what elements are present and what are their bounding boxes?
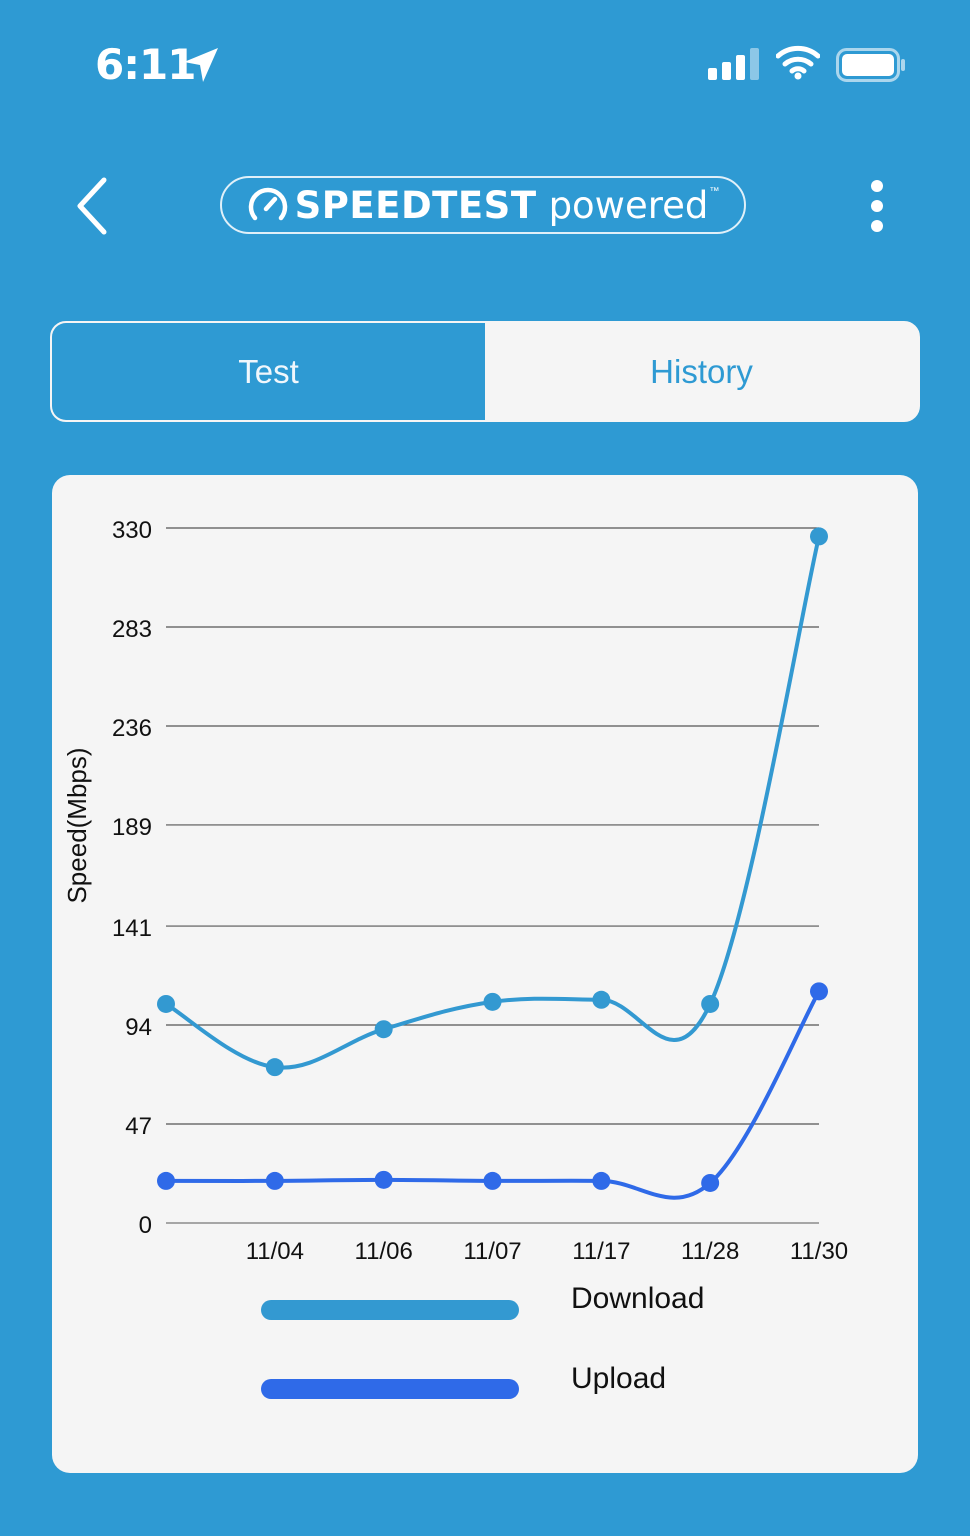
download-data-point: [374, 1020, 393, 1039]
upload-data-point: [374, 1170, 393, 1189]
x-tick-label: 11/04: [246, 1238, 304, 1265]
tab-history[interactable]: History: [485, 323, 918, 420]
download-data-point: [265, 1058, 284, 1077]
mode-tabs: Test History: [50, 321, 920, 422]
brand-suffix: powered: [548, 183, 709, 227]
speed-chart: 0 47 94 141 189 236 283 330 11/04 11/06 11/07 11/17…: [62, 517, 848, 1265]
upload-series-line: [165, 990, 821, 1200]
legend-download-label: Download: [571, 1282, 705, 1315]
status-time: 6:11: [95, 40, 196, 89]
x-tick-label: 11/06: [355, 1238, 413, 1265]
more-options-button[interactable]: [860, 178, 894, 234]
header: SPEEDTEST powered ™: [0, 150, 970, 270]
y-tick-label: 47: [125, 1113, 152, 1140]
upload-data-point: [265, 1171, 284, 1190]
trademark-mark: ™: [709, 186, 720, 197]
download-data-point: [592, 990, 611, 1009]
upload-data-point: [483, 1171, 502, 1190]
y-tick-label: 189: [112, 814, 152, 841]
upload-data-point: [810, 982, 828, 1001]
y-tick-label: 141: [112, 915, 152, 942]
battery-icon: [836, 48, 905, 82]
y-tick-label: 0: [139, 1212, 152, 1239]
download-data-point: [157, 994, 175, 1013]
legend-download-swatch: [261, 1300, 519, 1320]
x-tick-label: 11/17: [572, 1238, 630, 1265]
y-axis-label: Speed(Mbps): [62, 747, 92, 903]
brand-name: SPEEDTEST: [294, 183, 537, 227]
y-tick-label: 236: [112, 715, 152, 742]
y-tick-label: 283: [112, 616, 152, 643]
upload-data-point: [157, 1171, 175, 1190]
legend-upload-swatch: [261, 1379, 519, 1399]
upload-data-point: [701, 1173, 720, 1192]
y-tick-label: 94: [125, 1014, 152, 1041]
chart-card: 0 47 94 141 189 236 283 330 11/04 11/06 11/07 11/17…: [52, 475, 918, 1473]
legend-upload-label: Upload: [571, 1362, 667, 1395]
status-bar: 6:11: [0, 0, 970, 120]
x-tick-label: 11/30: [790, 1238, 848, 1265]
download-data-point: [701, 994, 720, 1013]
legend-upload: Upload: [261, 1362, 666, 1399]
download-data-point: [483, 992, 502, 1011]
x-tick-label: 11/07: [463, 1238, 521, 1265]
wifi-icon: [776, 45, 820, 80]
speedtest-logo: SPEEDTEST powered ™: [220, 176, 746, 234]
tab-test[interactable]: Test: [52, 323, 485, 420]
location-arrow-icon: [184, 48, 218, 82]
legend-download: Download: [261, 1282, 704, 1320]
upload-data-point: [592, 1171, 611, 1190]
y-tick-label: 330: [112, 517, 152, 544]
cellular-signal-icon: [708, 48, 759, 80]
download-data-point: [810, 527, 828, 546]
x-tick-label: 11/28: [681, 1238, 739, 1265]
download-series-line: [164, 535, 821, 1070]
back-button[interactable]: [70, 176, 118, 236]
speedometer-icon: [248, 187, 287, 221]
